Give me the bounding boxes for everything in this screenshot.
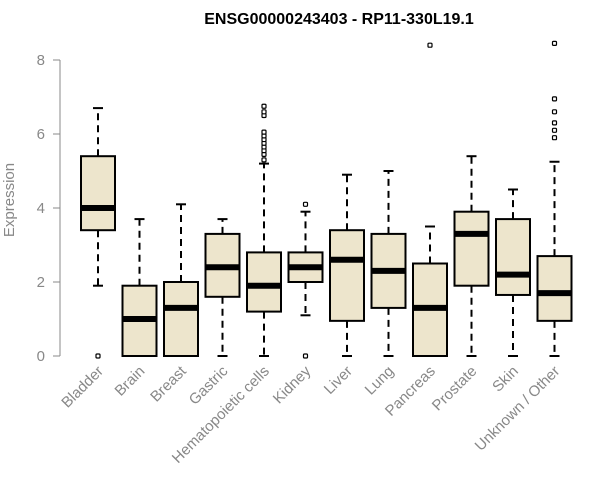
outlier-point [261,109,267,115]
box-iqr [246,251,282,313]
box-iqr [329,229,365,322]
y-tick-label: 4 [37,200,45,217]
box-2 [121,218,158,358]
box-6 [287,201,324,359]
x-tick-label: Bladder [58,363,107,412]
x-tick-label: Breast [147,362,190,405]
box-iqr [80,155,116,232]
x-tick-label: Skin [489,363,522,396]
x-tick-label: Kidney [270,362,315,407]
outlier-point [95,353,101,359]
box-iqr [536,255,573,322]
box-8 [370,170,407,357]
y-tick-label: 0 [37,348,45,365]
box-7 [329,173,365,357]
y-tick-label: 2 [37,274,45,291]
x-tick-label: Liver [321,363,356,398]
box-3 [163,203,199,357]
box-12 [536,40,573,357]
y-axis-label: Expression [1,163,18,237]
outlier-point [261,129,267,135]
x-tick-label: Prostate [429,363,481,415]
outlier-point [427,42,433,48]
outlier-point [261,103,267,109]
box-4 [204,218,241,357]
outlier-point [551,96,558,102]
x-tick-label: Brain [112,363,149,400]
outlier-point [551,127,558,133]
box-10 [453,155,490,357]
outlier-point [551,40,558,46]
box-iqr [163,281,199,357]
x-tick-label: Lung [362,363,398,399]
y-tick-label: 6 [37,126,45,143]
box-1 [80,107,116,359]
box-iqr [453,210,490,287]
outlier-point [261,157,267,163]
outlier-point [551,109,558,115]
chart-title: ENSG00000243403 - RP11-330L19.1 [204,11,474,28]
box-11 [495,188,531,357]
box-5 [246,103,282,357]
y-axis: 0 2 4 6 8 [37,52,61,365]
box-9 [412,42,448,357]
outlier-point [302,201,309,207]
outlier-point [302,353,309,359]
boxes-group [80,40,573,359]
outlier-point [551,135,558,141]
box-iqr [495,218,531,296]
outlier-point [551,120,558,126]
y-tick-label: 8 [37,52,45,69]
